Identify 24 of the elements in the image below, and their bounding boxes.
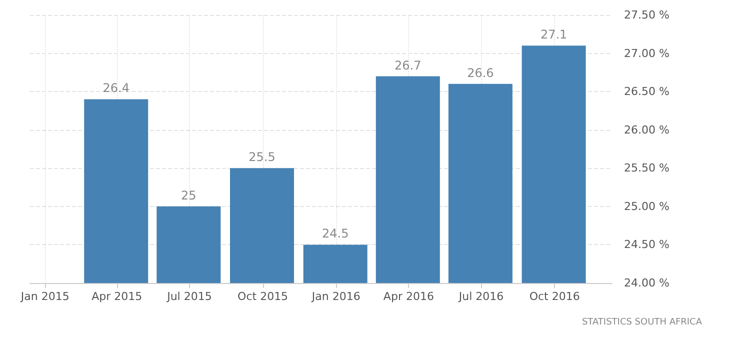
x-tick-label: Jul 2016 [458,290,504,303]
data-label: 27.1 [540,28,568,42]
data-label: 26.7 [394,58,422,72]
x-tick-label: Jan 2016 [310,290,360,303]
y-tick-label: 24.00 % [624,276,670,290]
y-tick-label: 27.00 % [624,46,670,60]
y-tick-label: 26.00 % [624,123,670,136]
x-tick-label: Oct 2015 [238,290,288,303]
y-tick-label: 25.00 % [624,200,670,213]
y-tick-label: 26.50 % [624,85,670,98]
x-tick-label: Jul 2015 [166,290,212,303]
y-tick-label: 24.50 % [624,238,670,252]
data-label: 26.4 [102,81,130,96]
data-label: 26.6 [467,66,494,80]
x-tick-label: Oct 2016 [529,290,580,303]
x-tick-label: Jan 2015 [20,290,70,303]
text: STATISTICS SOUTH AFRICA [582,318,703,328]
y-tick-label: 25.50 % [624,162,670,175]
y-tick-label: 27.50 % [624,8,670,22]
data-label: 25 [181,188,196,202]
x-tick-label: Apr 2016 [383,290,434,303]
data-label: 25.5 [248,150,276,164]
x-tick-label: Apr 2015 [92,290,142,303]
data-label: 24.5 [322,226,349,241]
